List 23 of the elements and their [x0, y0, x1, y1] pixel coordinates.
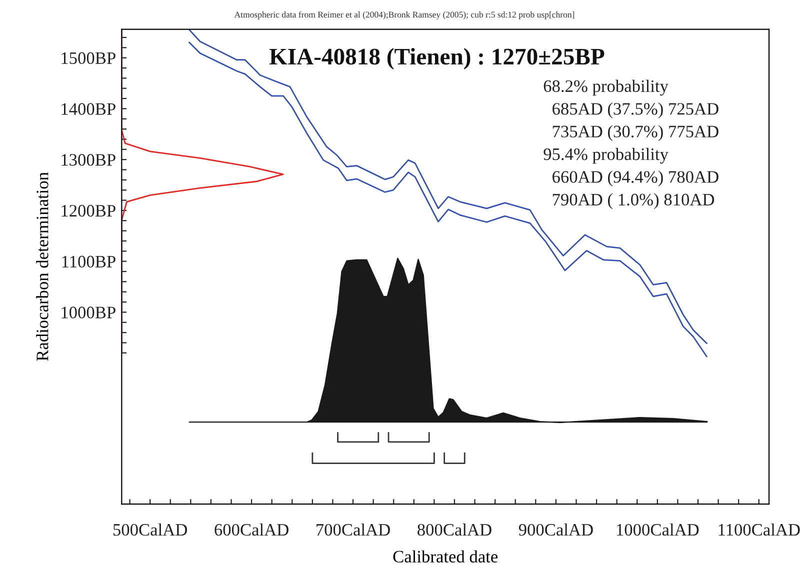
x-tick-label: 800CalAD: [418, 523, 492, 536]
annotation: 660AD (94.4%) 780AD: [552, 170, 718, 186]
x-tick-label: 900CalAD: [518, 523, 593, 536]
annotation: 790AD ( 1.0%) 810AD: [552, 193, 714, 210]
annotation: 685AD (37.5%) 725AD: [552, 102, 718, 118]
y-tick-label: 1300BP: [62, 154, 116, 166]
x-tick-label: 1100CalAD: [718, 523, 800, 536]
x-tick-label: 600CalAD: [214, 523, 288, 536]
x-axis-title: Calibrated date: [393, 550, 498, 563]
y-tick-label: 1400BP: [62, 103, 116, 115]
annotation: 68.2% probability: [544, 80, 668, 96]
x-tick-label: 700CalAD: [316, 523, 390, 536]
y-tick-label: 1000BP: [62, 306, 116, 318]
x-tick-label: 500CalAD: [113, 523, 187, 536]
text: Atmospheric data from Reimer et al (2004);Bronk Ramsey (2005); cub r:5 sd:12 prob usp[chron]: [234, 11, 574, 20]
y-tick-label: 1500BP: [62, 52, 116, 64]
annotation: 95.4% probability: [544, 148, 668, 164]
y-tick-label: 1100BP: [62, 256, 116, 268]
y-axis-title: Radiocarbon determination: [36, 172, 48, 361]
annotation: 735AD (30.7%) 775AD: [552, 125, 718, 141]
y-tick-label: 1200BP: [62, 204, 116, 217]
x-tick-label: 1000CalAD: [616, 523, 699, 536]
text: KIA-40818 (Tienen) : 1270±25BP: [269, 48, 604, 70]
